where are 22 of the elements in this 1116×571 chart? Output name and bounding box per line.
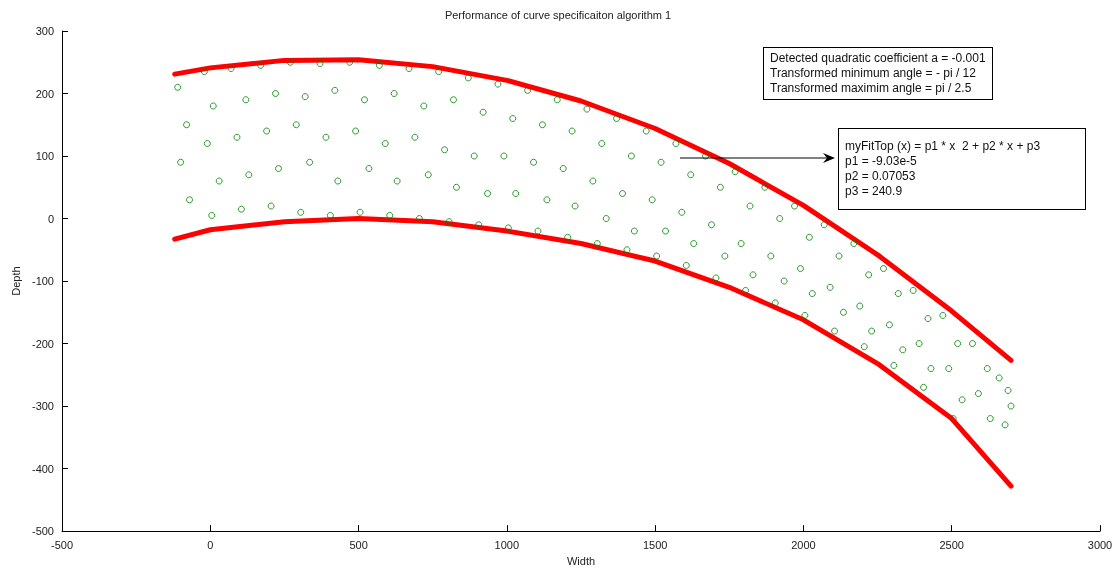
x-tick-label: 2000 — [791, 538, 816, 551]
y-tick-label: 200 — [35, 87, 54, 100]
y-tick-label: -300 — [31, 400, 54, 413]
x-tick-label: 2500 — [939, 538, 964, 551]
text-box: myFitTop (x) = p1 * x 2 + p2 * x + p3 p1 = -9.03e-5 p2 = 0.07053 p3 = 240.9 — [838, 128, 1086, 210]
y-tick-label: -100 — [31, 275, 54, 288]
y-axis-title: Depth — [9, 266, 22, 296]
x-axis-title: Width — [566, 554, 596, 567]
chart-title: Performance of curve specificaiton algorithm 1 — [444, 8, 672, 21]
x-tick-label: 3000 — [1087, 538, 1113, 551]
x-tick-label: 500 — [349, 538, 368, 551]
x-tick-label: 0 — [207, 538, 214, 551]
y-tick-label: 300 — [35, 25, 54, 37]
x-tick-label: 1500 — [642, 538, 668, 551]
x-tick-label: 1000 — [494, 538, 520, 551]
y-tick-label: -500 — [31, 525, 54, 538]
x-tick-label: -500 — [50, 538, 74, 551]
y-tick-label: -200 — [31, 337, 54, 350]
y-tick-label: 100 — [35, 150, 54, 163]
y-tick-label: -400 — [31, 462, 54, 475]
text-box: Detected quadratic coefficient a = -0.001 Transformed minimum angle = - pi / 12 Transformed maximim angle = pi / 2.5 — [763, 47, 993, 100]
y-tick-label: 0 — [47, 212, 54, 225]
